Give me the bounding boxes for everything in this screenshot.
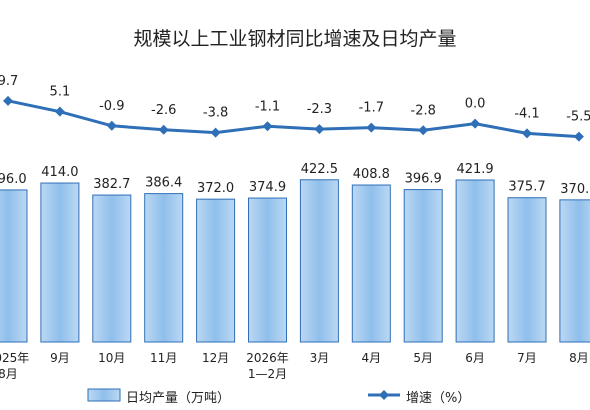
data-label: -5.5 — [566, 110, 590, 125]
bar — [455, 179, 495, 343]
bar — [299, 179, 339, 343]
bar — [144, 193, 184, 343]
bar — [559, 199, 590, 343]
line-marker — [314, 124, 325, 135]
data-label: -2.8 — [411, 103, 436, 118]
data-label: -1.1 — [255, 99, 280, 114]
legend-label: 增速（%） — [406, 391, 471, 406]
line-marker — [418, 125, 429, 136]
data-label: 0.0 — [465, 97, 486, 112]
legend-swatch — [87, 388, 121, 402]
data-label: -3.8 — [203, 106, 228, 121]
data-label: 422.5 — [301, 162, 338, 177]
data-label: -1.7 — [359, 101, 384, 116]
x-tick-label: 10月 — [98, 351, 126, 365]
data-label: -2.3 — [307, 102, 332, 117]
bar — [196, 198, 236, 343]
data-label: 370.2 — [560, 182, 590, 197]
x-tick-label: 7月 — [517, 351, 537, 365]
bar — [507, 197, 547, 343]
x-tick-label: 8月 — [569, 351, 589, 365]
line-marker — [3, 95, 13, 106]
data-label: 414.0 — [41, 165, 78, 180]
data-label: -0.9 — [99, 99, 124, 114]
line-marker — [470, 118, 481, 129]
data-label: 386.4 — [145, 176, 182, 191]
line-marker — [573, 131, 584, 142]
bar — [92, 194, 132, 343]
line-marker — [54, 106, 65, 117]
bar — [351, 184, 391, 343]
x-tick-label: 2026年 1—2月 — [246, 351, 289, 381]
data-label: 382.7 — [93, 177, 130, 192]
data-label: 9.7 — [0, 74, 18, 89]
bar — [0, 189, 28, 343]
data-label: 5.1 — [50, 85, 71, 100]
data-label: 396.9 — [405, 172, 442, 187]
x-tick-label: 11月 — [150, 351, 178, 365]
x-tick-label: 5月 — [413, 351, 433, 365]
data-label: 375.7 — [508, 180, 545, 195]
legend-label: 日均产量（万吨） — [126, 391, 231, 406]
line-marker — [106, 120, 117, 131]
line — [7, 99, 579, 139]
line-marker — [522, 128, 532, 139]
data-label: 374.9 — [249, 180, 286, 195]
x-tick-label: 4月 — [361, 351, 382, 365]
line-marker — [262, 121, 273, 132]
data-label: -2.6 — [151, 103, 176, 118]
x-tick-label: 2025年 8月 — [0, 351, 30, 381]
data-label: 421.9 — [456, 162, 493, 177]
bar — [403, 189, 443, 343]
chart-title: 规模以上工业钢材同比增速及日均产量 — [133, 28, 457, 50]
legend-marker — [379, 390, 389, 400]
x-tick-label: 12月 — [201, 351, 230, 365]
data-label: 408.8 — [353, 167, 390, 182]
data-label: 396.0 — [0, 172, 27, 187]
x-tick-label: 9月 — [50, 351, 70, 365]
line-marker — [366, 122, 377, 133]
data-label: -4.1 — [514, 106, 539, 121]
x-tick-label: 6月 — [465, 351, 485, 365]
bar — [40, 182, 80, 343]
data-label: 372.0 — [197, 181, 234, 196]
x-tick-label: 3月 — [309, 351, 330, 365]
line-marker — [158, 124, 169, 135]
bar — [248, 197, 287, 343]
line-marker — [210, 127, 221, 138]
